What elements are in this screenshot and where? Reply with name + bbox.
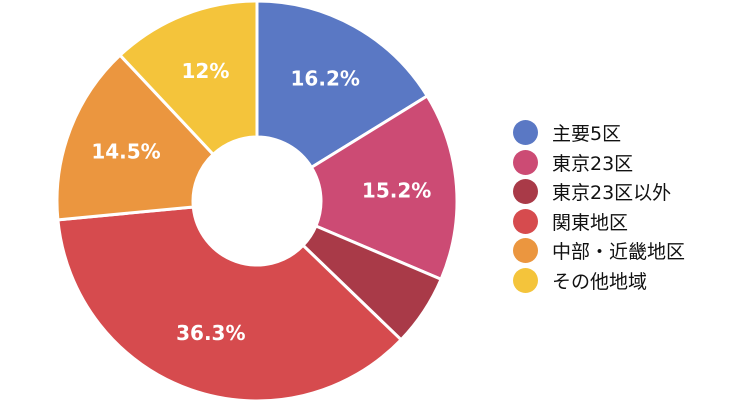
legend-swatch [513,179,538,205]
legend-item: 関東地区 [513,207,685,237]
legend-swatch [513,149,538,175]
legend-item: 中部・近畿地区 [513,236,685,266]
legend-item: 主要5区 [513,118,685,148]
legend-swatch [513,208,538,234]
legend-swatch [513,267,538,293]
legend-item: その他地域 [513,266,685,296]
legend-label: 東京23区 [552,152,634,175]
data-label: 15.2% [362,178,431,202]
legend-label: 主要5区 [552,123,622,146]
data-label: 12% [182,59,230,83]
data-label: 14.5% [91,140,160,164]
legend-item: 東京23区 [513,148,685,178]
legend-label: その他地域 [552,270,648,293]
slice-6 [117,0,259,157]
legend-label: 関東地区 [552,211,629,234]
slice-4 [56,205,404,403]
legend-item: 東京23区以外 [513,177,685,207]
slice-1 [255,0,430,170]
legend-swatch [513,120,538,146]
legend-label: 東京23区以外 [552,182,672,205]
slice-2 [309,93,459,282]
legend-label: 中部・近畿地区 [552,241,686,264]
data-label: 16.2% [291,67,360,91]
legend: 主要5区東京23区東京23区以外 関東地区中部・近畿地区 その他地域 [513,118,685,295]
slice-5 [55,53,216,222]
data-label: 36.3% [176,321,245,345]
legend-swatch [513,238,538,264]
